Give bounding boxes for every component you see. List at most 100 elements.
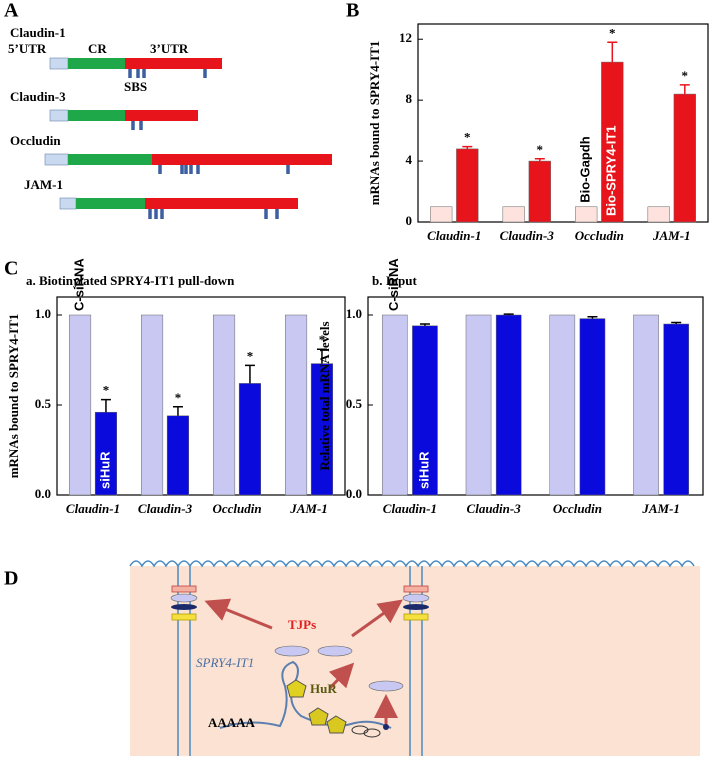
legend-label: Bio-Gapdh <box>578 136 593 202</box>
arrows <box>204 598 403 726</box>
y-tick-label: 0 <box>406 213 413 228</box>
y-axis-label: mRNAs bound to SPRY4-IT1 <box>367 41 382 206</box>
hur-protein <box>308 707 329 726</box>
bar <box>465 314 492 496</box>
cr-region <box>68 58 125 69</box>
rna-strand <box>219 660 392 729</box>
y-axis-label: Relative total mRNA levels <box>317 321 332 470</box>
protein <box>317 645 353 657</box>
bar <box>495 314 522 496</box>
significance-marker: * <box>537 142 544 157</box>
protein <box>274 645 310 657</box>
utr3-region <box>125 110 198 121</box>
bar <box>284 314 308 496</box>
ribosome <box>383 724 389 730</box>
region-label: 3’UTR <box>150 41 189 56</box>
legend-label: C-siRNA <box>386 258 401 311</box>
error-bar <box>671 321 682 324</box>
binding-sites <box>148 209 279 219</box>
y-tick-label: 1.0 <box>35 306 51 321</box>
x-tick-label: JAM-1 <box>289 501 328 516</box>
utr5-region <box>44 153 69 166</box>
panel-d: TJPs SPRY4-IT1 HuR AAAAA <box>129 560 700 756</box>
error-bar <box>503 313 514 315</box>
significance-marker: * <box>319 332 326 347</box>
bar <box>633 314 659 496</box>
bar <box>575 206 598 223</box>
x-tick-label: Claudin-3 <box>138 501 193 516</box>
utr3-region <box>125 58 222 69</box>
error-bar <box>100 398 111 413</box>
utr3-region <box>145 198 298 209</box>
error-bar <box>679 84 690 95</box>
plot-frame <box>367 296 704 496</box>
plot-frame <box>417 23 709 223</box>
y-tick-label: 0.0 <box>35 486 51 501</box>
bar <box>502 206 525 223</box>
hur-protein <box>326 715 347 734</box>
panel-a: Claudin-1 5’UTR CR 3’UTR SBS Claudin-3 O… <box>8 25 332 219</box>
panel-letter: C <box>4 258 18 280</box>
bar <box>430 206 453 223</box>
bar <box>456 148 479 223</box>
lncrna-label: SPRY4-IT1 <box>196 655 254 670</box>
panel-letter: A <box>4 0 19 22</box>
binding-sites <box>131 121 143 130</box>
y-tick-label: 12 <box>399 30 412 45</box>
significance-marker: * <box>609 25 616 40</box>
gene-name: Claudin-3 <box>10 89 66 104</box>
bar <box>212 314 236 496</box>
error-bar <box>419 323 430 326</box>
x-tick-label: Occludin <box>575 228 624 243</box>
x-tick-label: Claudin-1 <box>383 501 437 516</box>
hur-label: HuR <box>310 681 337 696</box>
bar <box>549 314 576 496</box>
significance-marker: * <box>175 390 182 405</box>
y-tick-label: 1.0 <box>346 306 362 321</box>
chart-title: a. Biotinylated SPRY4-IT1 pull-down <box>26 273 235 288</box>
significance-marker: * <box>464 130 471 145</box>
bar <box>68 314 92 496</box>
error-bar <box>534 158 545 162</box>
microvilli <box>129 560 695 568</box>
x-tick-label: Claudin-3 <box>500 228 555 243</box>
polya-label: AAAAA <box>208 715 256 730</box>
y-tick-label: 0.5 <box>346 396 363 411</box>
tjps-label: TJPs <box>288 617 316 632</box>
hur-protein <box>286 679 307 698</box>
error-bar <box>316 348 327 364</box>
panel-letter: B <box>346 0 359 22</box>
utr5-region <box>59 197 77 210</box>
plot-frame <box>56 296 346 496</box>
cr-region <box>68 154 152 165</box>
x-tick-label: Occludin <box>553 501 602 516</box>
y-tick-label: 0.5 <box>35 396 52 411</box>
utr5-region <box>49 57 69 70</box>
bar <box>381 314 408 496</box>
significance-marker: * <box>103 383 110 398</box>
error-bar <box>172 406 183 416</box>
utr5-region <box>49 109 69 122</box>
bar <box>528 160 551 223</box>
gene-name: JAM-1 <box>24 177 63 192</box>
ribosome <box>363 728 381 738</box>
legend-label: C-siRNA <box>71 258 86 311</box>
utr3-region <box>152 154 332 165</box>
panel-letter: D <box>4 568 18 590</box>
x-tick-label: JAM-1 <box>641 501 680 516</box>
error-bar <box>587 316 598 319</box>
binding-sites <box>128 69 207 78</box>
region-label: SBS <box>124 79 147 94</box>
bar <box>166 415 190 496</box>
x-tick-label: Claudin-1 <box>427 228 481 243</box>
bar <box>412 325 438 496</box>
legend-label: Bio-SPRY4-IT1 <box>604 125 619 216</box>
error-bar <box>607 41 618 63</box>
binding-sites <box>158 165 290 174</box>
protein <box>368 680 404 692</box>
junction <box>170 585 430 621</box>
chart-title: b. Input <box>372 273 417 288</box>
x-tick-label: Occludin <box>212 501 261 516</box>
bar <box>647 206 670 223</box>
